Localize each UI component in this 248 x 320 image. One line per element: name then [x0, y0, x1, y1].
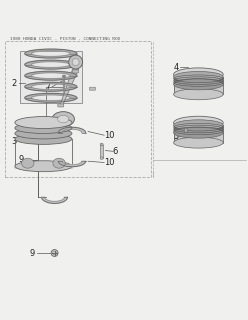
FancyBboxPatch shape: [58, 104, 64, 107]
Ellipse shape: [174, 89, 223, 100]
Ellipse shape: [53, 158, 65, 168]
Ellipse shape: [174, 137, 223, 148]
Polygon shape: [174, 84, 223, 94]
Text: 2: 2: [11, 79, 16, 88]
Text: 1980 HONDA CIVIC - PISTON - CONNECTING ROD: 1980 HONDA CIVIC - PISTON - CONNECTING R…: [10, 37, 120, 41]
Polygon shape: [20, 51, 82, 103]
Polygon shape: [25, 60, 77, 69]
Polygon shape: [25, 49, 77, 58]
Polygon shape: [25, 71, 77, 80]
Polygon shape: [100, 145, 103, 158]
Ellipse shape: [174, 79, 223, 90]
Ellipse shape: [15, 123, 72, 133]
Text: 7: 7: [46, 82, 51, 91]
Ellipse shape: [15, 133, 72, 144]
FancyBboxPatch shape: [90, 87, 95, 90]
Ellipse shape: [184, 128, 188, 132]
Polygon shape: [25, 82, 77, 91]
Text: 9: 9: [30, 249, 35, 258]
Ellipse shape: [174, 127, 223, 138]
Text: 9: 9: [18, 156, 24, 164]
Text: 6: 6: [113, 147, 118, 156]
Ellipse shape: [22, 158, 34, 168]
Ellipse shape: [15, 116, 72, 129]
Ellipse shape: [15, 128, 72, 139]
Polygon shape: [174, 133, 223, 143]
Ellipse shape: [174, 120, 223, 131]
Circle shape: [72, 59, 79, 66]
Text: 5: 5: [173, 132, 179, 141]
Ellipse shape: [58, 115, 69, 123]
Polygon shape: [174, 77, 223, 84]
Circle shape: [51, 250, 58, 256]
Ellipse shape: [100, 157, 103, 159]
Text: 3: 3: [11, 137, 16, 146]
Ellipse shape: [174, 116, 223, 129]
Polygon shape: [58, 161, 86, 167]
Circle shape: [53, 251, 56, 255]
Ellipse shape: [100, 143, 103, 146]
Polygon shape: [25, 93, 77, 102]
Polygon shape: [60, 69, 79, 107]
FancyBboxPatch shape: [73, 70, 79, 73]
Text: 10: 10: [104, 131, 114, 140]
Circle shape: [69, 55, 83, 69]
Ellipse shape: [15, 161, 72, 172]
Text: 4: 4: [173, 62, 179, 71]
Polygon shape: [42, 197, 67, 204]
Polygon shape: [58, 127, 86, 133]
Ellipse shape: [62, 75, 65, 77]
Ellipse shape: [52, 112, 74, 126]
Text: 10: 10: [104, 158, 114, 167]
Polygon shape: [174, 125, 223, 133]
Ellipse shape: [174, 71, 223, 82]
Ellipse shape: [174, 68, 223, 81]
